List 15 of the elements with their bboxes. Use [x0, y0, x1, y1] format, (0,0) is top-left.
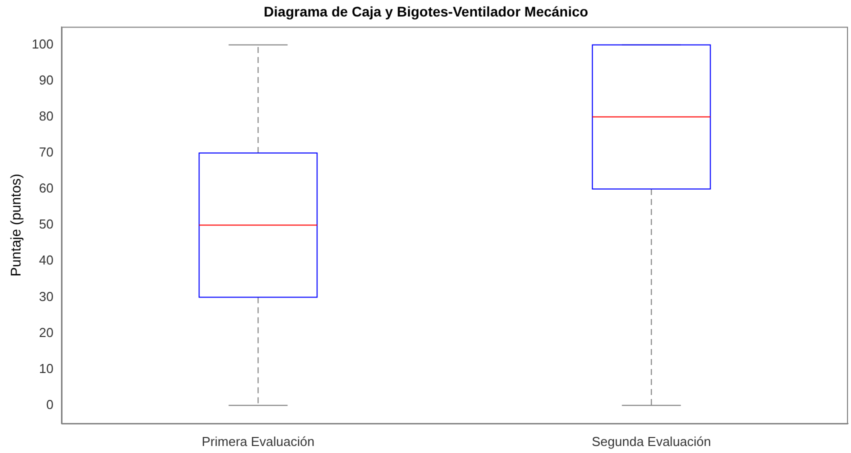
y-tick-label: 20: [39, 324, 54, 340]
y-tick-label: 50: [39, 216, 54, 232]
y-tick-label: 60: [39, 180, 54, 196]
y-tick-label: 100: [32, 36, 54, 52]
x-tick-label: Primera Evaluación: [202, 434, 314, 449]
y-tick-label: 10: [39, 360, 54, 376]
y-tick-label: 70: [39, 144, 54, 160]
y-axis-title: Puntaje (puntos): [7, 174, 24, 276]
x-tick-label: Segunda Evaluación: [592, 434, 712, 449]
y-tick-label: 40: [39, 252, 54, 268]
y-tick-label: 80: [39, 108, 54, 124]
y-tick-label: 90: [39, 72, 54, 88]
y-tick-label: 0: [46, 396, 54, 412]
y-tick-label: 30: [39, 288, 54, 304]
chart-title: Diagrama de Caja y Bigotes-Ventilador Mecánico: [264, 3, 588, 20]
